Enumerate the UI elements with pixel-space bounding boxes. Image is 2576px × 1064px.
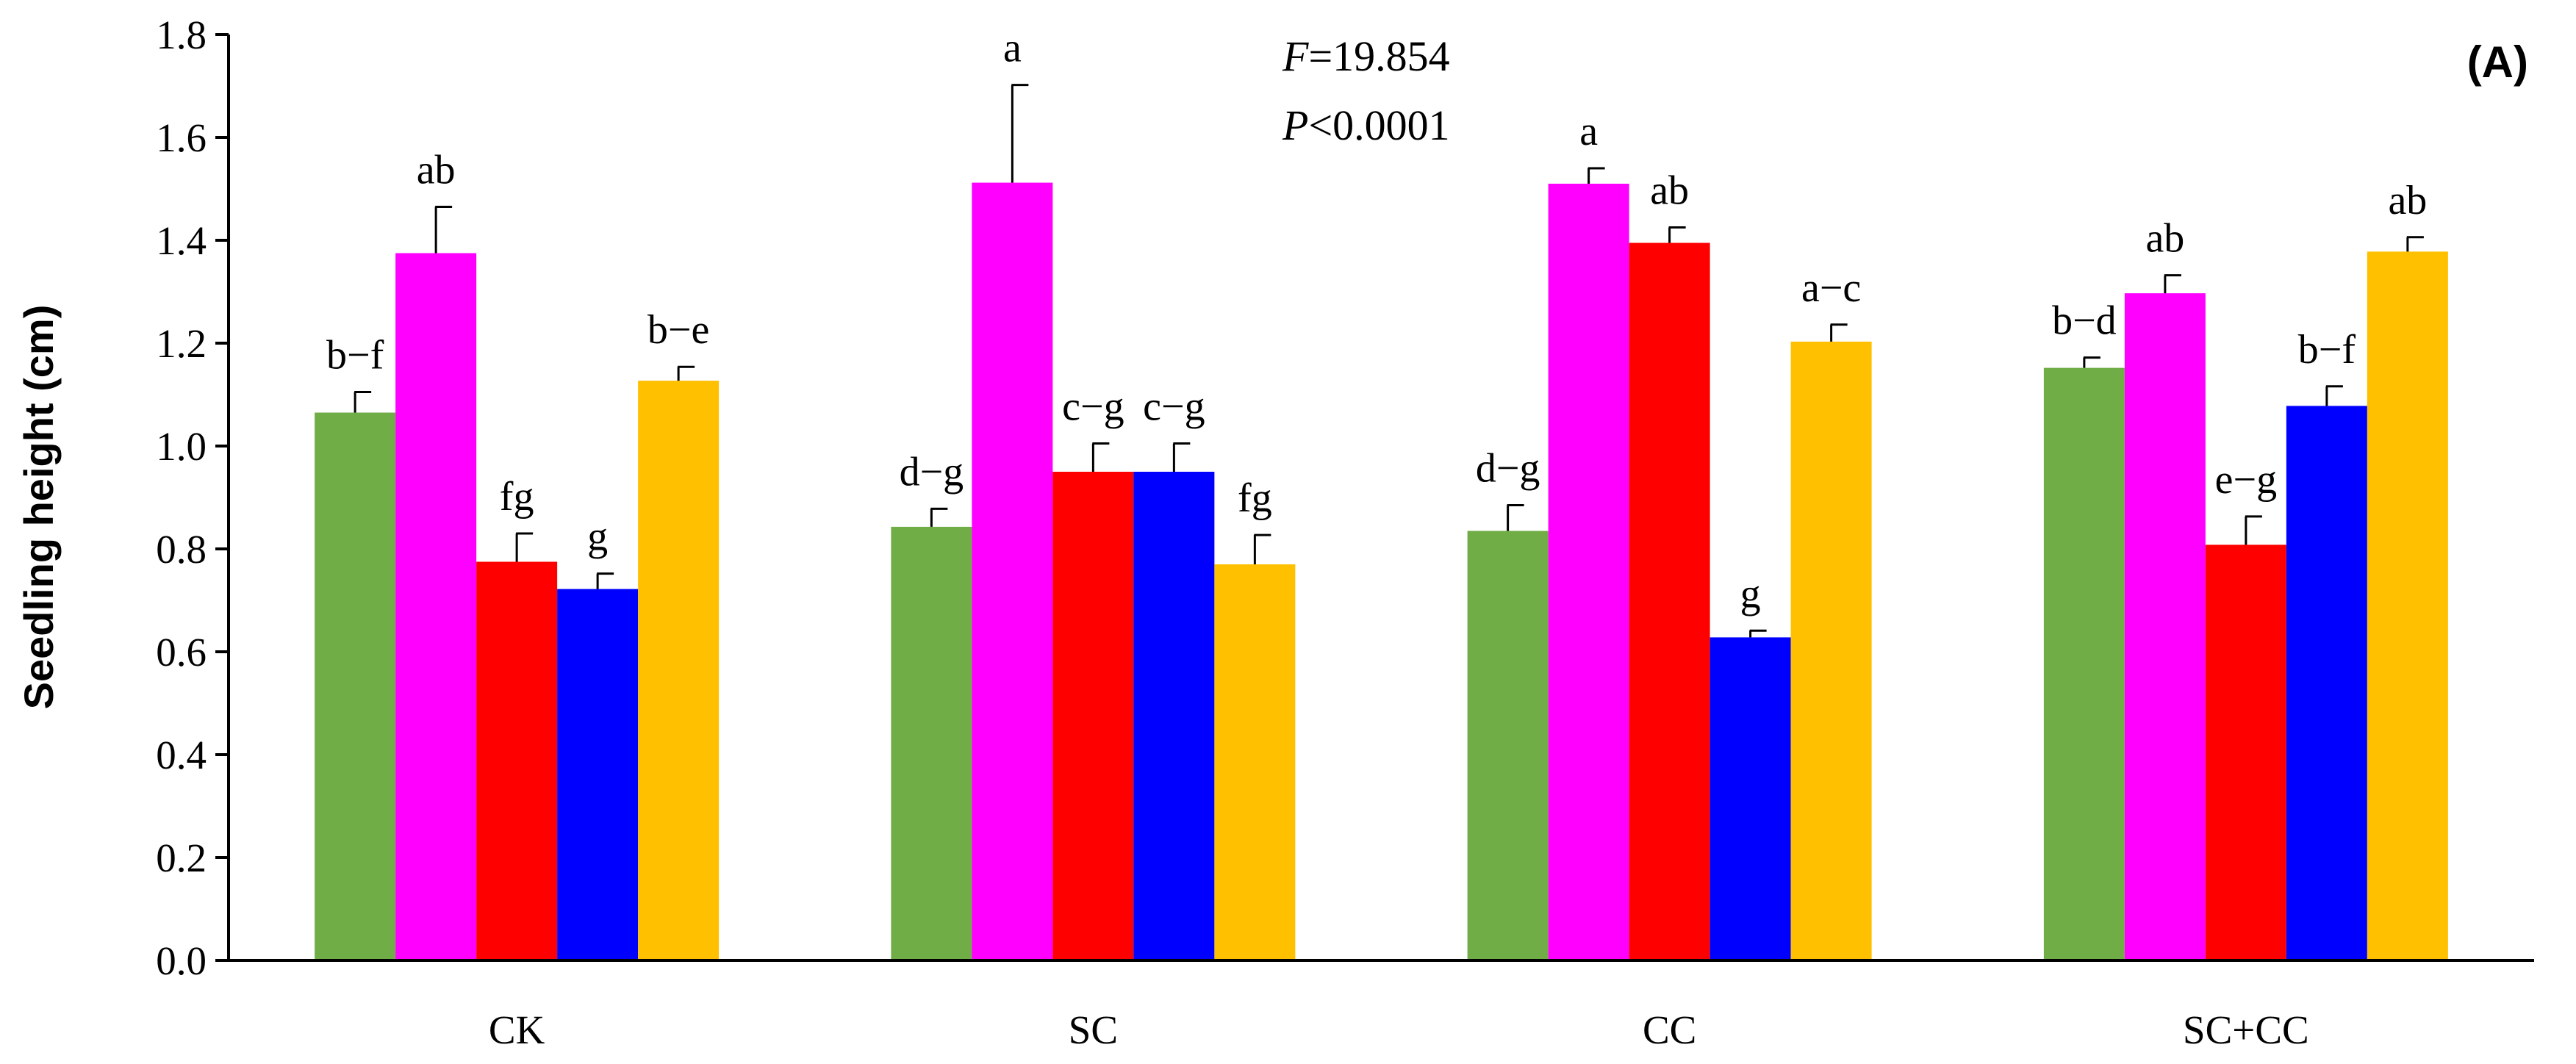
significance-labels: b−f ab fg g b−e d−g a c−g c−g fg d−g a ab g a−c b−d ab e−… xyxy=(326,26,2427,617)
error-bars xyxy=(354,84,2424,638)
y-tick-label: 1.0 xyxy=(156,424,207,469)
y-axis-label: Seedling height (cm) xyxy=(15,305,62,710)
y-tick-label: 0.4 xyxy=(156,733,207,777)
y-tick-label: 0.8 xyxy=(156,527,207,572)
significance-label: ab xyxy=(2388,178,2427,223)
panel-label: (A) xyxy=(2467,37,2528,87)
significance-label: ab xyxy=(417,148,456,193)
bar xyxy=(1709,637,1791,960)
y-tick-label: 1.6 xyxy=(156,115,207,160)
y-tick-label: 0.2 xyxy=(156,835,207,880)
bar xyxy=(2205,544,2286,960)
significance-label: a xyxy=(1579,109,1598,154)
bar xyxy=(1052,472,1134,960)
bar xyxy=(476,561,558,960)
significance-label: b−f xyxy=(326,333,384,378)
bar xyxy=(891,526,972,960)
significance-label: e−g xyxy=(2215,457,2277,503)
category-label: SC+CC xyxy=(2183,1007,2309,1052)
bar xyxy=(2286,406,2367,960)
significance-label: ab xyxy=(2145,216,2184,262)
f-value: =19.854 xyxy=(1308,32,1449,80)
bar xyxy=(2043,367,2125,961)
bar xyxy=(557,589,639,960)
significance-label: a xyxy=(1003,26,1022,71)
bar xyxy=(2367,251,2448,960)
significance-label: c−g xyxy=(1062,384,1124,430)
bars xyxy=(315,182,2448,961)
y-tick-label: 0.6 xyxy=(156,630,207,675)
significance-label: fg xyxy=(1238,475,1272,521)
p-value: P<0.0001 xyxy=(1282,101,1450,149)
significance-label: d−g xyxy=(900,449,964,495)
y-tick-label: 1.4 xyxy=(156,218,207,263)
bar xyxy=(2124,293,2206,961)
significance-label: d−g xyxy=(1476,446,1540,492)
bar xyxy=(1214,564,1296,960)
category-label: CK xyxy=(489,1007,545,1052)
significance-label: a−c xyxy=(1801,265,1861,311)
bar xyxy=(1467,531,1549,960)
p-symbol: P xyxy=(1282,101,1308,149)
bar xyxy=(315,412,396,960)
significance-label: b−e xyxy=(647,307,709,353)
significance-label: ab xyxy=(1650,168,1689,214)
significance-label: fg xyxy=(500,474,534,520)
bar xyxy=(1548,184,1629,960)
y-axis-ticks: 0.0 0.2 0.4 0.6 0.8 1.0 1.2 1.4 1.6 1.8 xyxy=(156,12,229,983)
bar xyxy=(1133,472,1215,960)
y-tick-label: 1.2 xyxy=(156,321,207,366)
significance-label: b−d xyxy=(2052,298,2117,344)
category-labels: CK SC CC SC+CC xyxy=(489,1007,2309,1052)
significance-label: g xyxy=(1740,571,1761,617)
y-tick-label: 1.8 xyxy=(156,12,207,57)
significance-label: c−g xyxy=(1143,384,1205,430)
p-value-text: <0.0001 xyxy=(1308,101,1449,149)
f-statistic: F=19.854 xyxy=(1282,32,1450,80)
y-tick-label: 0.0 xyxy=(156,938,207,983)
bar xyxy=(972,182,1053,961)
significance-label: b−f xyxy=(2298,327,2356,373)
category-label: SC xyxy=(1069,1007,1118,1052)
bar xyxy=(1790,341,1872,960)
bar xyxy=(638,381,720,960)
bar xyxy=(395,253,477,960)
significance-label: g xyxy=(587,514,608,560)
bar xyxy=(1629,242,1710,960)
category-label: CC xyxy=(1643,1007,1696,1052)
f-symbol: F xyxy=(1282,32,1309,80)
